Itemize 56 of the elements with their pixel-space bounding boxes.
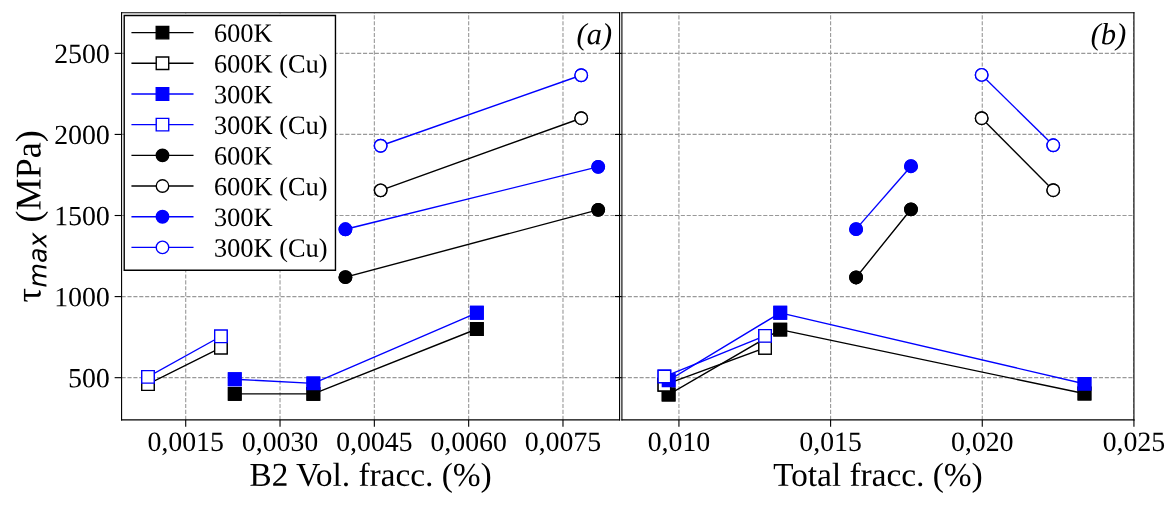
point	[469, 322, 484, 336]
x-tick-label: 0,010	[648, 432, 710, 456]
point	[1046, 138, 1061, 153]
point	[1077, 376, 1092, 391]
point	[904, 159, 918, 174]
point	[773, 322, 788, 337]
point	[227, 372, 242, 387]
x-axis-title: Total fracc. (%)	[773, 462, 982, 493]
y-axis-title: τ$_{max}$ (MPa)	[15, 131, 49, 302]
x-tick-label: 0,025	[1103, 432, 1165, 456]
point	[758, 328, 773, 343]
legend-label: 600K	[215, 24, 273, 43]
x-tick-label: 0,0030	[242, 432, 318, 456]
legend-label: 600K (Cu)	[215, 176, 327, 201]
x-tick-label: 0,0075	[525, 432, 601, 456]
annotation: (b)	[1091, 22, 1126, 51]
point	[306, 376, 321, 391]
point	[773, 305, 788, 320]
legend-label: 300K (Cu)	[215, 115, 327, 140]
point	[974, 67, 989, 82]
point	[227, 386, 242, 401]
point	[849, 222, 864, 237]
annotation: (a)	[577, 22, 612, 51]
x-tick-label: 0,0060	[431, 432, 506, 456]
legend-label: 300K	[215, 85, 273, 104]
point	[338, 270, 353, 285]
legend-label: 600K	[215, 147, 273, 165]
x-tick-label: 0,0015	[148, 432, 223, 456]
point	[469, 305, 484, 320]
x-tick-label: 0,015	[800, 432, 861, 456]
point	[1046, 183, 1061, 198]
point	[904, 202, 918, 217]
point	[758, 340, 773, 355]
legend-label: 300K	[215, 208, 273, 227]
point	[141, 369, 155, 384]
y-tick-label: 2500	[55, 44, 109, 64]
point	[373, 183, 388, 198]
point	[213, 329, 228, 344]
point	[591, 159, 606, 174]
x-axis-title: B2 Vol. fracc. (%)	[250, 462, 491, 493]
point	[574, 68, 589, 83]
y-tick-label: 2000	[55, 125, 109, 145]
y-tick-label: 500	[69, 368, 109, 388]
y-tick-label: 1000	[56, 287, 109, 307]
x-tick-label: 0,0045	[337, 432, 412, 456]
point	[974, 111, 989, 126]
point	[657, 369, 672, 384]
y-tick-label: 1500	[56, 206, 109, 226]
legend-label: 600K (Cu)	[215, 54, 327, 79]
point	[338, 222, 353, 237]
point	[373, 138, 388, 153]
point	[574, 111, 589, 126]
point	[849, 270, 864, 285]
legend-label: 300K (Cu)	[215, 238, 327, 263]
x-tick-label: 0,020	[952, 432, 1013, 456]
point	[591, 202, 606, 217]
